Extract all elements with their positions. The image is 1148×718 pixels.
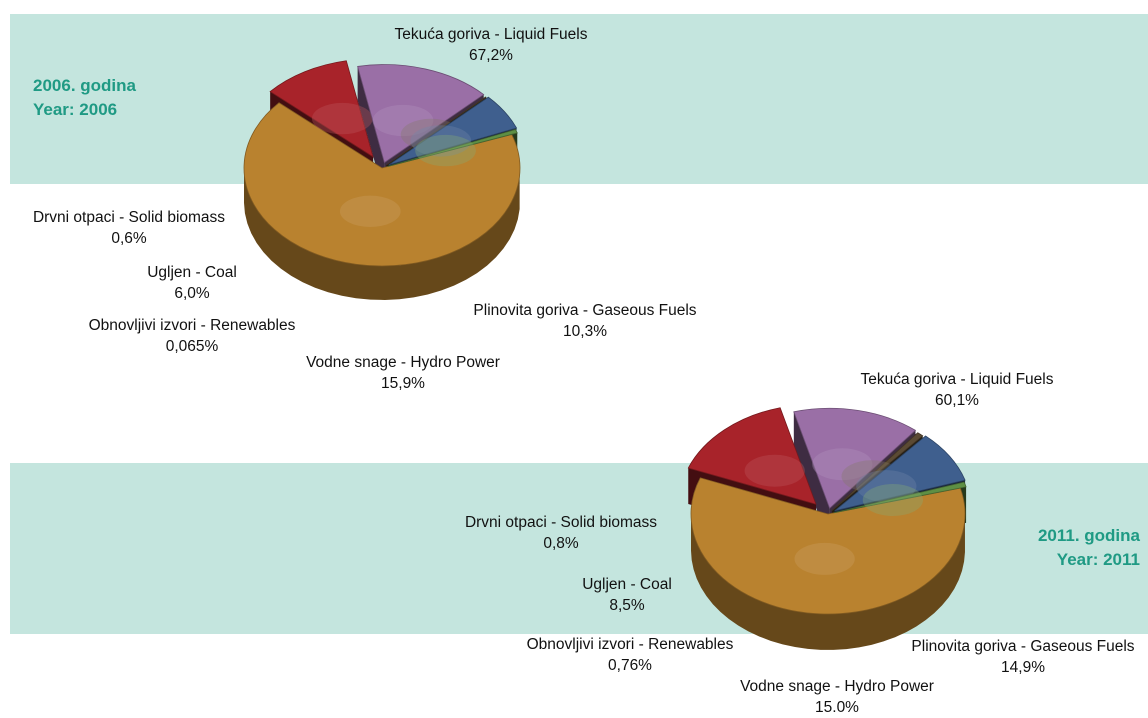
pie-2006-slice-2-highlight (372, 104, 434, 137)
pie-2006-slice-4 (388, 96, 518, 166)
pie-2006-slice-1 (269, 60, 374, 158)
slice-value: 6,0% (174, 285, 210, 302)
chart-2011-label-solid-biomass: Drvni otpaci - Solid biomass 0,8% (465, 512, 657, 554)
slice-label: Plinovita goriva - Gaseous Fuels (911, 638, 1135, 655)
slice-label: Plinovita goriva - Gaseous Fuels (473, 302, 697, 319)
pie-2011-slice-0-side (691, 514, 965, 650)
chart-2006-label-gaseous-fuels: Plinovita goriva - Gaseous Fuels 10,3% (473, 300, 696, 342)
slice-value: 14,9% (1001, 659, 1045, 676)
chart-2011-heading: 2011. godina Year: 2011 (1038, 524, 1140, 572)
slice-value: 0,065% (165, 338, 219, 355)
chart-2011-label-coal: Ugljen - Coal 8,5% (582, 574, 672, 616)
slice-value: 0,8% (543, 535, 579, 552)
pie-2011-slice-3 (831, 432, 924, 511)
chart-2006-label-liquid-fuels: Tekuća goriva - Liquid Fuels 67,2% (395, 24, 588, 66)
pie-2011-slice-1-highlight (744, 454, 805, 487)
pie-2006-slice-3 (386, 96, 487, 166)
chart-2011-label-renewables: Obnovljivi izvori - Renewables 0,76% (527, 634, 734, 676)
chart-2006-label-hydro-power: Vodne snage - Hydro Power 15,9% (306, 352, 500, 394)
chart-2006-label-coal: Ugljen - Coal 6,0% (147, 262, 237, 304)
pie-2006-slice-5-highlight (415, 134, 476, 167)
slice-value: 15.0% (815, 699, 859, 716)
chart-2006-heading: 2006. godina Year: 2006 (33, 74, 136, 122)
pie-2011-slice-5 (833, 481, 967, 514)
chart-2006-label-solid-biomass: Drvni otpaci - Solid biomass 0,6% (33, 207, 225, 249)
pie-2011-tops (687, 407, 967, 615)
chart-2011-label-liquid-fuels: Tekuća goriva - Liquid Fuels 60,1% (861, 369, 1054, 411)
chart-2006-title: 2006. godina (33, 76, 136, 95)
chart-2011-subtitle: Year: 2011 (1056, 550, 1140, 569)
pie-2011-slice-4 (834, 435, 966, 512)
chart-2011-label-gaseous-fuels: Plinovita goriva - Gaseous Fuels 14,9% (911, 636, 1134, 678)
background-band-top (10, 14, 1148, 184)
chart-2006-label-renewables: Obnovljivi izvori - Renewables 0,065% (89, 315, 296, 357)
pie-2011-slice-2-cut-0 (793, 411, 830, 545)
chart-2011-label-hydro-power: Vodne snage - Hydro Power 15.0% (740, 676, 934, 718)
slice-value: 0,76% (608, 657, 652, 674)
slice-label: Drvni otpaci - Solid biomass (464, 514, 658, 531)
pie-2006-tops (243, 60, 521, 267)
pie-2006-slice-0-side (244, 168, 520, 300)
slice-value: 67,2% (469, 47, 513, 64)
slice-label: Drvni otpaci - Solid biomass (32, 209, 226, 226)
pie-2011-slice-5-highlight (862, 484, 924, 517)
pie-2006-slice-5 (387, 129, 518, 167)
pie-2011-slice-0-highlight (794, 542, 855, 575)
slice-label: Vodne snage - Hydro Power (306, 354, 500, 371)
pie-2011-slice-0 (690, 477, 966, 615)
slice-label: Obnovljivi izvori - Renewables (526, 636, 734, 653)
pie-2011-slice-1 (687, 407, 817, 505)
chart-2006-subtitle: Year: 2006 (33, 100, 118, 119)
pie-2011-slice-4-highlight (856, 470, 917, 503)
pie-2006-slice-2-cut-0 (357, 66, 385, 197)
slice-value: 8,5% (609, 597, 645, 614)
slice-value: 10,3% (563, 323, 607, 340)
pie-2011-slice-2-highlight (812, 448, 873, 481)
slice-label: Tekuća goriva - Liquid Fuels (394, 26, 588, 43)
slice-label: Ugljen - Coal (582, 576, 672, 593)
pie-2006-slice-1-highlight (311, 102, 373, 135)
slice-label: Tekuća goriva - Liquid Fuels (860, 371, 1054, 388)
slice-value: 0,6% (111, 230, 147, 247)
pie-2006-slice-0-highlight (339, 195, 401, 227)
slice-label: Vodne snage - Hydro Power (740, 678, 934, 695)
slice-label: Obnovljivi izvori - Renewables (88, 317, 296, 334)
chart-2011-title: 2011. godina (1037, 526, 1140, 545)
slice-value: 60,1% (935, 392, 979, 409)
slice-value: 15,9% (381, 375, 425, 392)
pie-2011-slice-2 (793, 407, 917, 509)
pie-2006-slice-2 (357, 64, 485, 164)
slice-label: Ugljen - Coal (147, 264, 237, 281)
pie-2006-slice-0 (243, 102, 521, 267)
